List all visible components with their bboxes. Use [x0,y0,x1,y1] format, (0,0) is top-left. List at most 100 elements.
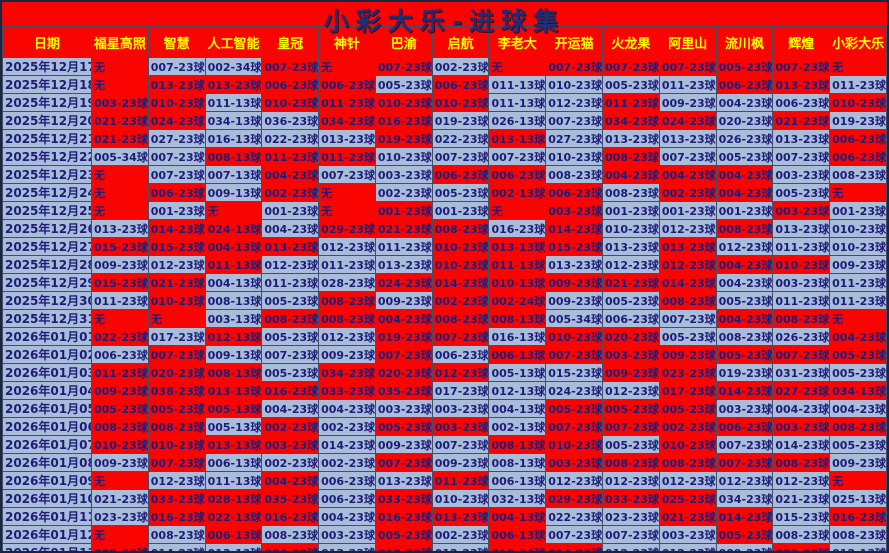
value-cell: 004-23球 [261,165,320,184]
value-cell: 003-23球 [545,201,604,220]
value-cell: 无 [91,57,149,76]
date-cell: 2025年12月26日 [2,219,92,238]
table-row: 2026年01月07日010-23球010-23球013-13球003-23球0… [2,435,887,454]
value-cell: 003-23球 [431,417,490,436]
value-cell: 027-23球 [147,129,206,148]
value-cell: 007-23球 [772,147,831,166]
table-row: 2026年01月04日009-23球038-23球013-13球016-23球0… [2,381,887,400]
date-cell: 2026年01月02日 [2,345,92,364]
value-cell: 008-13球 [204,291,263,310]
value-cell: 004-23球 [829,399,887,418]
value-cell: 009-23球 [318,345,376,364]
value-cell: 007-23球 [374,345,433,364]
value-cell: 016-23球 [374,111,433,130]
value-cell: 001-23球 [374,201,433,220]
value-cell: 011-23球 [318,93,376,112]
value-cell: 026-13球 [488,111,547,130]
value-cell: 009-23球 [658,345,717,364]
column-header: 火龙果 [602,26,660,58]
value-cell: 022-13球 [204,507,263,526]
value-cell: 007-23球 [147,453,206,472]
value-cell: 006-23球 [431,165,490,184]
value-cell: 007-13球 [204,165,263,184]
value-cell: 005-34球 [91,147,149,166]
table-row: 2025年12月21日021-23球027-23球016-13球022-23球0… [2,129,887,148]
value-cell: 021-23球 [772,111,831,130]
value-cell: 012-23球 [602,543,660,551]
column-header: 辉煌 [772,26,831,58]
value-cell: 007-23球 [261,345,320,364]
value-cell: 007-23球 [431,435,490,454]
value-cell: 001-23球 [147,201,206,220]
date-cell: 2026年01月04日 [2,381,92,400]
value-cell: 003-23球 [431,399,490,418]
value-cell: 无 [318,57,376,76]
results-table: 日期 福星高照 智慧 人工智能 皇冠 神针 巴渝 启航 李老大 开运猫 火龙果 阿里山 流川枫 辉煌 小彩大… [2,26,887,551]
value-cell: 013-23球 [374,471,433,490]
value-cell: 005-23球 [545,399,604,418]
value-cell: 014-23球 [772,435,831,454]
value-cell: 016-23球 [147,507,206,526]
value-cell: 006-23球 [602,309,660,328]
value-cell: 022-23球 [261,129,320,148]
date-cell: 2026年01月03日 [2,363,92,382]
column-header: 皇冠 [261,26,320,58]
value-cell: 010-23球 [829,237,887,256]
value-cell: 003-23球 [772,165,831,184]
value-cell: 无 [829,309,887,328]
value-cell: 021-23球 [602,273,660,292]
value-cell: 011-23球 [261,147,320,166]
value-cell: 002-23球 [261,417,320,436]
value-cell: 006-23球 [91,345,149,364]
value-cell: 013-23球 [772,219,831,238]
value-cell: 010-23球 [545,435,604,454]
value-cell: 010-23球 [147,435,206,454]
value-cell: 017-23球 [431,381,490,400]
value-cell: 014-23球 [545,543,604,551]
value-cell: 012-23球 [772,471,831,490]
value-cell: 013-23球 [658,237,717,256]
value-cell: 004-23球 [715,165,774,184]
value-cell: 009-23球 [374,435,433,454]
column-header: 巴渝 [374,26,433,58]
date-cell: 2026年01月01日 [2,327,92,346]
value-cell: 008-23球 [318,309,376,328]
table-header: 日期 福星高照 智慧 人工智能 皇冠 神针 巴渝 启航 李老大 开运猫 火龙果 阿里山 流川枫 辉煌 小彩大… [2,26,887,58]
value-cell: 012-23球 [545,471,604,490]
value-cell: 033-23球 [374,489,433,508]
value-cell: 009-23球 [715,543,774,551]
value-cell: 010-13球 [488,273,547,292]
value-cell: 001-23球 [829,201,887,220]
table-row: 2025年12月19日003-23球010-23球011-13球010-23球0… [2,93,887,112]
value-cell: 023-23球 [91,507,149,526]
value-cell: 无 [91,525,149,544]
value-cell: 006-13球 [488,345,547,364]
value-cell: 003-23球 [772,273,831,292]
value-cell: 012-23球 [318,237,376,256]
value-cell: 021-23球 [658,507,717,526]
value-cell: 011-23球 [772,291,831,310]
value-cell: 004-23球 [715,183,774,202]
value-cell: 012-23球 [602,381,660,400]
value-cell: 012-23球 [658,219,717,238]
table-row: 2025年12月18日无013-23球013-23球006-23球006-23球… [2,75,887,94]
value-cell: 007-23球 [431,147,490,166]
value-cell: 无 [91,165,149,184]
value-cell: 008-23球 [715,219,774,238]
value-cell: 无 [318,201,376,220]
value-cell: 005-23球 [715,345,774,364]
value-cell: 005-23球 [829,435,887,454]
value-cell: 010-23球 [772,255,831,274]
value-cell: 007-23球 [658,309,717,328]
value-cell: 010-23球 [658,435,717,454]
table-row: 2025年12月23日无007-23球007-13球004-23球007-23球… [2,165,887,184]
date-cell: 2025年12月17日 [2,57,92,76]
table-row: 2026年01月05日005-23球005-23球005-13球004-23球0… [2,399,887,418]
value-cell: 002-23球 [658,183,717,202]
value-cell: 006-23球 [147,183,206,202]
table-row: 2026年01月11日023-23球016-23球022-13球016-23球0… [2,507,887,526]
value-cell: 007-23球 [545,345,604,364]
value-cell: 033-23球 [318,381,376,400]
value-cell: 002-13球 [488,183,547,202]
